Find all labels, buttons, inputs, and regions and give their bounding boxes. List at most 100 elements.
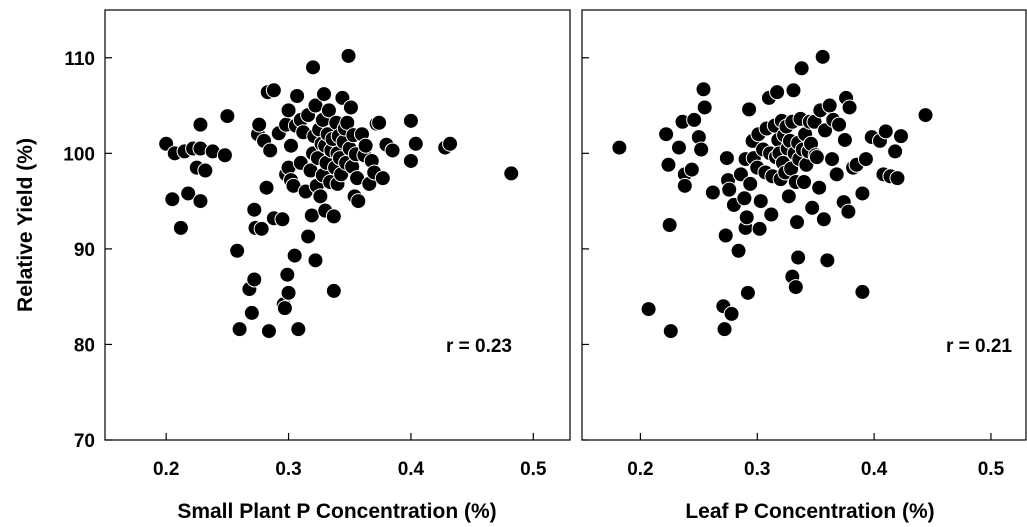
left-data-point	[300, 228, 317, 245]
right-data-point	[739, 284, 756, 301]
right-data-point	[790, 249, 807, 266]
right-data-point	[831, 116, 848, 133]
right-r-annotation: r = 0.21	[946, 336, 1012, 357]
right-data-point	[815, 211, 832, 228]
left-data-point	[279, 266, 296, 283]
left-x-axis-title: Small Plant P Concentration (%)	[177, 500, 496, 523]
right-data-point	[704, 184, 721, 201]
right-data-point	[887, 143, 904, 160]
right-data-point	[732, 166, 749, 183]
right-data-point	[676, 177, 693, 194]
left-data-point	[325, 282, 342, 299]
left-data-point	[229, 242, 246, 259]
right-data-point	[695, 81, 712, 98]
left-data-point	[290, 321, 307, 338]
right-data-point	[793, 60, 810, 77]
right-data-point	[857, 151, 874, 168]
right-x-axis-title: Leaf P Concentration (%)	[685, 500, 934, 523]
left-x-tick-label: 0.4	[398, 459, 425, 480]
right-data-point	[736, 190, 753, 207]
right-data-point	[804, 199, 821, 216]
right-data-point	[836, 131, 853, 148]
right-data-point	[670, 139, 687, 156]
right-data-point	[611, 139, 628, 156]
left-data-point	[192, 116, 209, 133]
right-data-point	[817, 122, 834, 139]
right-data-point	[828, 166, 845, 183]
left-data-point	[280, 102, 297, 119]
right-data-point	[841, 99, 858, 116]
left-data-point	[262, 142, 279, 159]
right-plot-frame	[581, 9, 1027, 441]
right-data-point	[752, 193, 769, 210]
right-panel: 0.2 0.3 0.4 0.5 r = 0.21 Leaf P Concentrati…	[581, 9, 1027, 523]
right-data-point	[696, 99, 713, 116]
left-data-point	[325, 208, 342, 225]
right-data-point	[840, 203, 857, 220]
right-data-point	[716, 321, 733, 338]
right-data-point	[738, 209, 755, 226]
left-y-tick-label: 110	[64, 49, 95, 70]
left-data-point	[442, 135, 459, 152]
right-data-point	[854, 185, 871, 202]
left-data-point	[342, 99, 359, 116]
right-x-tick-label: 0.5	[978, 459, 1005, 480]
right-data-point	[683, 161, 700, 178]
left-data-point	[260, 323, 277, 340]
right-data-point	[717, 227, 734, 244]
left-y-tick-label: 70	[74, 431, 95, 452]
left-ticks: 0.2 0.3 0.4 0.5 70 80 90 100 110	[63, 49, 547, 480]
left-data-point	[340, 47, 357, 64]
left-data-point	[357, 137, 374, 154]
right-data-point	[889, 170, 906, 187]
left-data-point	[243, 304, 260, 321]
right-data-point	[819, 252, 836, 269]
left-data-point	[251, 116, 268, 133]
left-data-point	[265, 82, 282, 99]
right-data-point	[788, 214, 805, 231]
right-data-point	[917, 107, 934, 124]
left-data-point	[320, 102, 337, 119]
right-data-point	[721, 181, 738, 198]
left-r-annotation: r = 0.23	[446, 336, 512, 357]
left-data-point	[286, 247, 303, 264]
right-data-point	[854, 283, 871, 300]
right-data-point	[658, 126, 675, 143]
left-data-point	[371, 114, 388, 131]
left-data-point	[231, 321, 248, 338]
left-data-point	[305, 59, 322, 76]
left-data-point	[197, 162, 214, 179]
left-data-point	[350, 193, 367, 210]
right-data-point	[660, 156, 677, 173]
left-data-point	[316, 86, 333, 103]
left-data-point	[374, 170, 391, 187]
right-data-point	[785, 82, 802, 99]
left-x-tick-label: 0.5	[520, 459, 547, 480]
right-data-point	[824, 151, 841, 168]
right-data-point	[723, 305, 740, 322]
left-data-point	[303, 207, 320, 224]
right-data-point	[741, 101, 758, 118]
left-data-point	[216, 147, 233, 164]
right-data-point	[821, 97, 838, 114]
left-data-point	[503, 165, 520, 182]
left-x-tick-label: 0.3	[275, 459, 301, 480]
left-data-point	[307, 252, 324, 269]
left-data-point	[276, 300, 293, 317]
right-data-point	[661, 217, 678, 233]
left-data-point	[384, 142, 401, 159]
left-data-point	[407, 135, 424, 152]
right-data-point	[751, 220, 768, 237]
left-data-point	[219, 108, 236, 125]
left-data-point	[283, 137, 299, 154]
left-data-point	[289, 88, 306, 104]
left-data-point	[172, 219, 189, 236]
right-data-point	[662, 323, 679, 340]
right-x-tick-label: 0.3	[744, 459, 770, 480]
left-x-tick-label: 0.2	[153, 459, 179, 480]
left-data-point	[164, 191, 181, 208]
y-axis-title: Relative Yield (%)	[14, 138, 37, 312]
right-data-point	[892, 128, 909, 145]
left-data-point	[192, 193, 209, 210]
